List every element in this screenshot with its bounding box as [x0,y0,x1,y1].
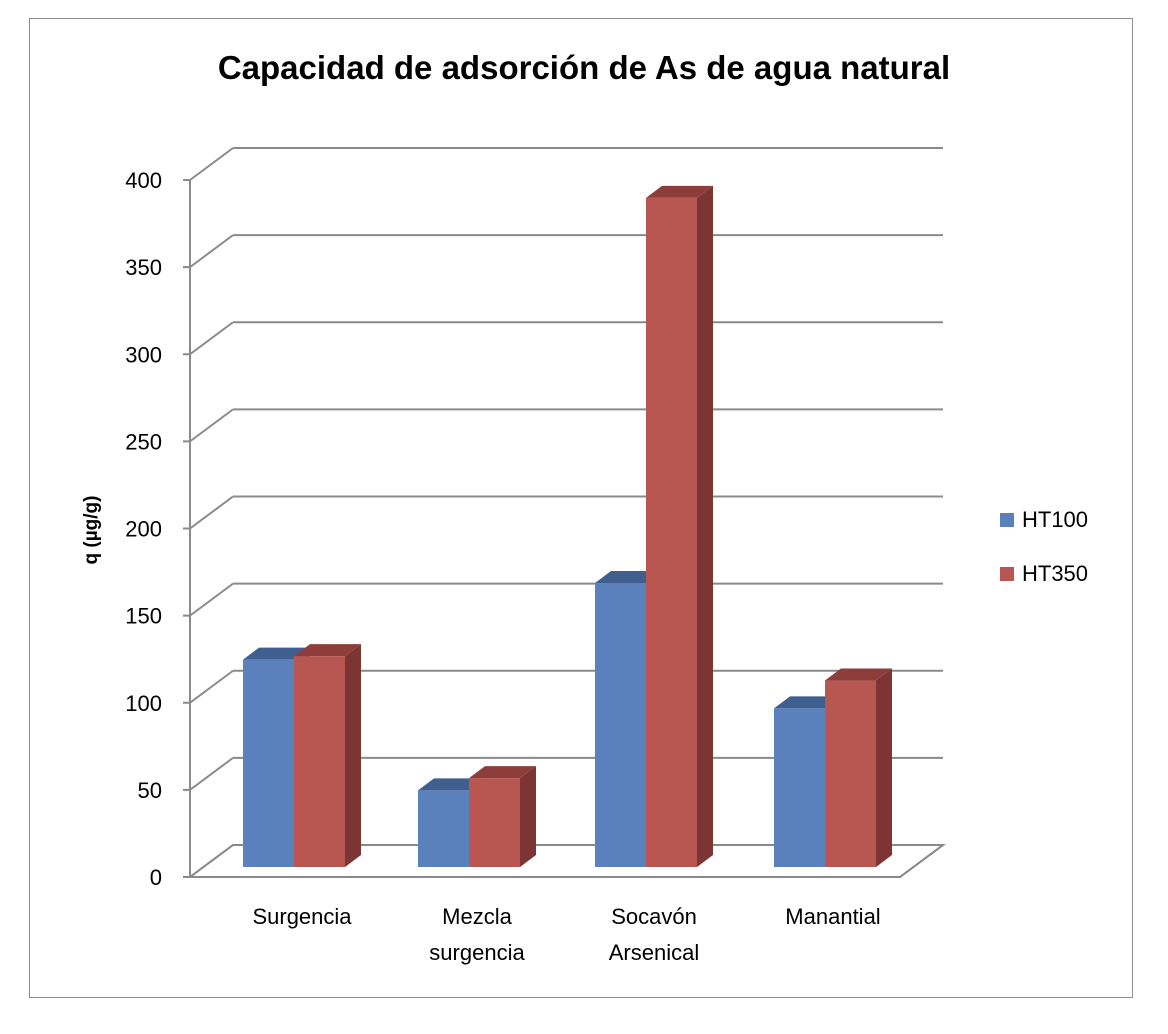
legend-label-ht350: HT350 [1022,561,1089,586]
bar-ht100-2 [595,582,646,867]
bar-ht100-0-top [243,647,310,660]
x-tick-label-0-0: Surgencia [252,904,352,929]
bar-ht350-0 [294,656,345,867]
chart-frame [29,18,1133,998]
legend-label-ht100: HT100 [1022,507,1089,532]
bar-ht100-1 [418,790,469,867]
grid-connector-150 [189,582,234,617]
y-tick-label-200: 200 [125,517,162,542]
bar-ht350-1-side [520,766,536,867]
legend: HT100 HT350 [1000,505,1088,613]
x-tick-label-1-1: surgencia [429,940,525,965]
legend-item-ht350: HT350 [1000,559,1088,589]
y-tick-label-150: 150 [125,604,162,629]
grid-connector-250 [189,408,234,443]
bar-ht350-1 [469,778,520,867]
bar-ht350-2-top [646,185,713,198]
bar-ht350-2-side [697,185,713,867]
y-tick-label-0: 0 [150,865,162,890]
bar-ht350-3 [825,680,876,867]
bar-ht100-2-top [595,570,662,583]
y-tick-label-100: 100 [125,691,162,716]
grid-connector-200 [189,495,234,530]
bar-ht100-3-top [774,696,841,709]
y-tick-label-250: 250 [125,429,162,454]
x-tick-label-1-0: Mezcla [442,904,512,929]
legend-swatch-ht350 [1000,567,1014,581]
grid-connector-300 [189,321,234,356]
bar-ht350-3-side [876,668,892,867]
bar-ht100-3 [774,708,825,867]
bar-ht350-3-top [825,668,892,681]
legend-swatch-ht100 [1000,513,1014,527]
x-tick-label-2-0: Socavón [611,904,697,929]
bar-ht350-2 [646,197,697,867]
bar-ht100-1-top [418,778,485,791]
y-tick-label-300: 300 [125,342,162,367]
grid-connector-50 [189,757,234,791]
legend-item-ht100: HT100 [1000,505,1088,535]
y-tick-label-50: 50 [138,778,162,803]
grid-connector-100 [189,669,234,704]
grid-connector-350 [189,234,234,268]
chart-title: Capacidad de adsorción de As de agua nat… [217,49,951,86]
grid-connector-400 [189,147,234,181]
x-tick-label-2-1: Arsenical [609,940,699,965]
bar-ht350-1-top [469,766,536,779]
y-tick-label-350: 350 [125,255,162,280]
x-tick-label-3-0: Manantial [785,904,880,929]
floor-right-edge [899,844,944,878]
y-tick-label-400: 400 [125,168,162,193]
bar-ht350-0-top [294,644,361,657]
bar-ht100-0 [243,659,294,867]
bar-ht350-0-side [345,644,361,867]
